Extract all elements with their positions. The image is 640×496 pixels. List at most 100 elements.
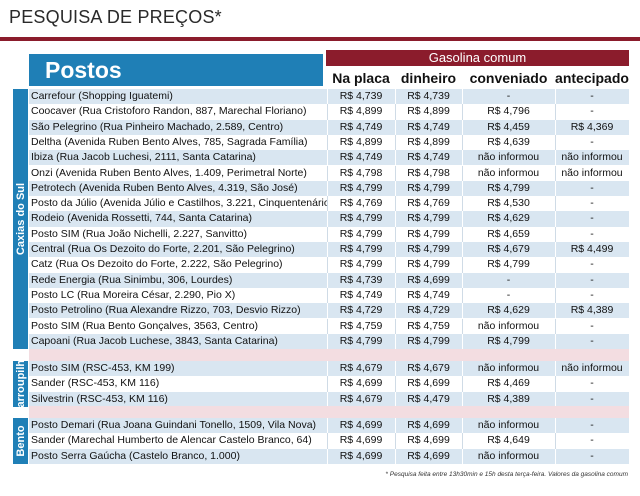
price-antecipado: - <box>590 319 594 332</box>
price-na-placa: R$ 4,799 <box>339 258 383 271</box>
column-separator <box>555 104 556 120</box>
station-name: Ibiza (Rua Jacob Luchesi, 2111, Santa Ca… <box>31 151 256 164</box>
price-na-placa: R$ 4,749 <box>339 120 383 133</box>
column-separator <box>327 134 328 151</box>
column-separator <box>555 287 556 304</box>
title-divider <box>0 37 640 41</box>
column-separator <box>395 376 396 392</box>
page-title: PESQUISA DE PREÇOS* <box>9 7 222 27</box>
column-separator <box>462 211 463 227</box>
price-na-placa: R$ 4,769 <box>339 197 383 210</box>
price-na-placa: R$ 4,699 <box>339 434 383 447</box>
column-separator <box>395 361 396 377</box>
price-conveniado: R$ 4,799 <box>487 181 530 194</box>
price-dinheiro: R$ 4,799 <box>407 227 450 240</box>
price-conveniado: R$ 4,659 <box>487 227 530 240</box>
table-row: Posto SIM (Rua Bento Gonçalves, 3563, Ce… <box>29 318 629 334</box>
column-separator <box>395 318 396 334</box>
price-na-placa: R$ 4,799 <box>339 243 383 255</box>
group-label-text: Bento <box>14 425 27 457</box>
column-separator <box>327 89 328 105</box>
price-dinheiro: R$ 4,799 <box>407 258 450 271</box>
column-separator <box>462 418 463 434</box>
table-row: Posto da Júlio (Avenida Júlio e Castilho… <box>29 196 629 212</box>
column-separator <box>462 287 463 304</box>
postos-header: Postos <box>29 54 323 86</box>
station-name: Sander (Marechal Humberto de Alencar Cas… <box>31 434 312 447</box>
price-dinheiro: R$ 4,799 <box>407 212 450 225</box>
table-row: Central (Rua Os Dezoito do Forte, 2.201,… <box>29 242 629 258</box>
table-row: São Pelegrino (Rua Pinheiro Machado, 2.5… <box>29 119 629 135</box>
column-separator <box>462 272 463 288</box>
station-name: Posto Serra Gaúcha (Castelo Branco, 1.00… <box>31 449 240 462</box>
price-na-placa: R$ 4,799 <box>339 212 383 225</box>
column-separator <box>395 150 396 166</box>
column-separator <box>462 242 463 258</box>
price-conveniado: R$ 4,799 <box>487 258 530 271</box>
group-label: Bento <box>13 418 28 464</box>
price-antecipado: - <box>590 197 594 210</box>
column-separator <box>395 303 396 319</box>
price-dinheiro: R$ 4,479 <box>407 392 450 405</box>
price-na-placa: R$ 4,699 <box>339 449 383 462</box>
table-row: Posto SIM (RSC-453, KM 199) R$ 4,679 R$ 4,… <box>29 361 629 377</box>
table-row: Carrefour (Shopping Iguatemi) R$ 4,739 R$ … <box>29 89 629 105</box>
column-separator <box>395 104 396 120</box>
column-separator <box>462 333 463 350</box>
column-header-conveniado: conveniado <box>469 70 548 86</box>
column-separator <box>555 376 556 392</box>
price-antecipado: - <box>590 181 594 194</box>
column-separator <box>462 196 463 212</box>
station-name: Silvestrin (RSC-453, KM 116) <box>31 392 168 405</box>
table-row: Capoani (Rua Jacob Luchese, 3843, Santa … <box>29 333 629 350</box>
column-separator <box>462 165 463 181</box>
column-separator <box>395 391 396 407</box>
column-header-na-placa: Na placa <box>332 70 390 86</box>
column-separator <box>327 150 328 166</box>
price-na-placa: R$ 4,799 <box>339 181 383 194</box>
price-dinheiro: R$ 4,699 <box>407 419 450 431</box>
column-separator <box>327 433 328 449</box>
price-dinheiro: R$ 4,729 <box>407 304 450 317</box>
station-name: Rodeio (Avenida Rossetti, 744, Santa Cat… <box>31 212 253 225</box>
column-separator <box>327 104 328 120</box>
column-separator <box>462 448 463 464</box>
column-separator <box>327 361 328 377</box>
price-conveniado: R$ 4,469 <box>487 377 530 390</box>
column-separator <box>462 119 463 135</box>
column-separator <box>395 333 396 350</box>
station-name: Posto SIM (RSC-453, KM 199) <box>31 362 175 374</box>
price-dinheiro: R$ 4,749 <box>407 120 450 133</box>
column-separator <box>395 134 396 151</box>
station-name: Posto SIM (Rua Bento Gonçalves, 3563, Ce… <box>31 319 259 332</box>
column-separator <box>555 333 556 350</box>
station-name: Capoani (Rua Jacob Luchese, 3843, Santa … <box>31 334 278 347</box>
column-separator <box>555 242 556 258</box>
column-separator <box>327 272 328 288</box>
column-separator <box>555 196 556 212</box>
column-separator <box>395 119 396 135</box>
price-dinheiro: R$ 4,699 <box>407 434 450 447</box>
station-name: Posto LC (Rua Moreira César, 2.290, Pio … <box>31 288 236 301</box>
price-conveniado: - <box>506 288 511 301</box>
price-conveniado: - <box>506 273 511 286</box>
column-separator <box>462 433 463 449</box>
column-separator <box>555 119 556 135</box>
price-na-placa: R$ 4,739 <box>339 90 383 102</box>
price-conveniado: não informou <box>477 362 540 374</box>
column-separator <box>555 433 556 449</box>
price-antecipado: - <box>590 135 594 148</box>
column-separator <box>462 226 463 242</box>
price-dinheiro: R$ 4,798 <box>407 166 450 179</box>
column-separator <box>327 242 328 258</box>
price-antecipado: - <box>590 434 594 447</box>
price-dinheiro: R$ 4,799 <box>407 181 450 194</box>
price-dinheiro: R$ 4,739 <box>407 90 450 102</box>
table-row: Posto SIM (Rua João Nichelli, 2.227, San… <box>29 226 629 242</box>
column-separator <box>395 433 396 449</box>
price-conveniado: R$ 4,530 <box>487 197 530 210</box>
price-antecipado: não informou <box>561 166 623 179</box>
column-separator <box>395 272 396 288</box>
price-conveniado: R$ 4,649 <box>487 434 530 447</box>
price-dinheiro: R$ 4,749 <box>407 288 450 301</box>
